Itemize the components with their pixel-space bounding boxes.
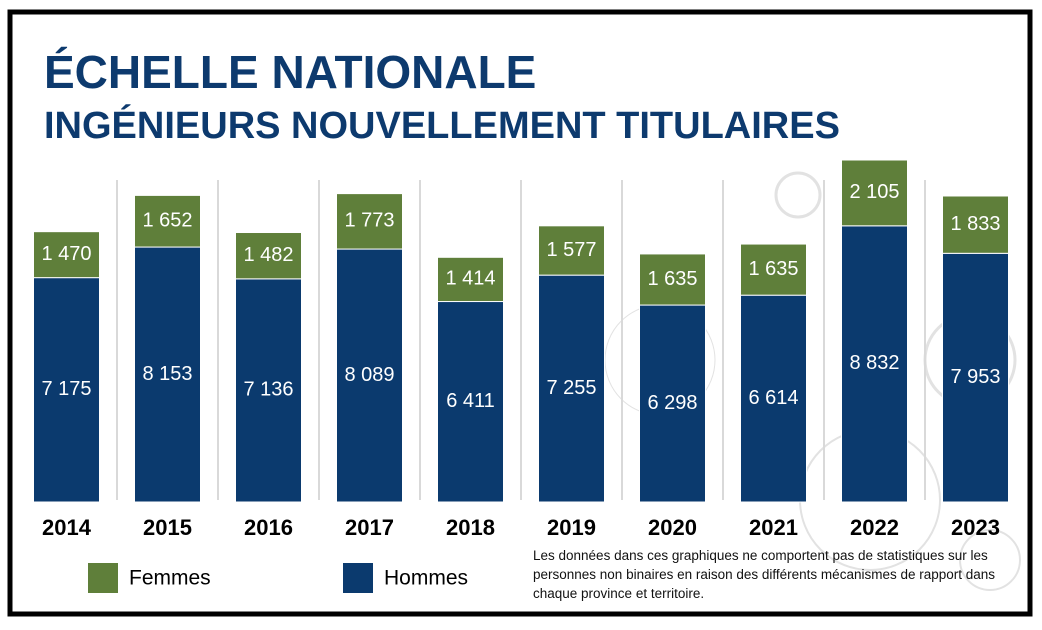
bar-segment <box>639 253 706 306</box>
value-label: 2 105 <box>849 181 899 203</box>
value-label: 1 577 <box>546 239 596 261</box>
bar-segment <box>942 195 1009 254</box>
bar-segment <box>336 193 403 250</box>
bar-segment <box>538 274 605 503</box>
x-tick-label: 2016 <box>244 515 293 540</box>
value-label: 8 832 <box>849 352 899 374</box>
legend-swatch <box>88 563 118 593</box>
value-label: 6 411 <box>446 390 495 412</box>
value-label: 1 773 <box>344 210 394 232</box>
bar-segment <box>942 252 1009 503</box>
value-label: 1 470 <box>41 243 91 265</box>
legend-label: Hommes <box>384 567 468 590</box>
bar-segment <box>33 231 100 279</box>
value-label: 1 635 <box>647 268 697 290</box>
bar-segment <box>437 301 504 503</box>
bar-segment <box>134 246 201 503</box>
chart-subtitle: INGÉNIEURS NOUVELLEMENT TITULAIRES <box>44 103 840 147</box>
bar-segment <box>437 256 504 303</box>
bar-segment <box>336 248 403 503</box>
bar-segment <box>841 225 908 503</box>
value-label: 8 153 <box>142 363 192 385</box>
footnote: Les données dans ces graphiques ne compo… <box>533 548 996 601</box>
chart-title: ÉCHELLE NATIONALE <box>44 46 536 98</box>
value-label: 1 833 <box>950 213 1000 235</box>
value-label: 7 136 <box>243 379 293 401</box>
x-tick-label: 2015 <box>143 515 192 540</box>
value-label: 1 414 <box>445 268 495 290</box>
x-tick-label: 2018 <box>446 515 495 540</box>
value-label: 1 635 <box>748 258 798 280</box>
value-label: 6 298 <box>647 392 697 414</box>
bar-segment <box>33 277 100 503</box>
value-label: 8 089 <box>344 364 394 386</box>
value-label: 7 175 <box>41 378 91 400</box>
bar-segment <box>740 243 807 296</box>
x-tick-label: 2019 <box>547 515 596 540</box>
value-label: 7 255 <box>546 377 596 399</box>
x-tick-label: 2021 <box>749 515 798 540</box>
x-tick-label: 2022 <box>850 515 899 540</box>
value-label: 1 652 <box>142 210 192 232</box>
x-tick-label: 2023 <box>951 515 1000 540</box>
bar-segment <box>841 159 908 227</box>
bar-segment <box>639 304 706 503</box>
x-tick-label: 2017 <box>345 515 394 540</box>
legend-label: Femmes <box>129 567 211 590</box>
x-tick-label: 2020 <box>648 515 697 540</box>
bar-segment <box>134 194 201 248</box>
bar-segment <box>235 278 302 503</box>
value-label: 6 614 <box>748 387 798 409</box>
value-label: 1 482 <box>243 244 293 266</box>
bar-segment <box>538 225 605 276</box>
value-label: 7 953 <box>950 366 1000 388</box>
bar-segment <box>740 294 807 503</box>
legend-swatch <box>343 563 373 593</box>
bar-segment <box>235 232 302 280</box>
x-tick-label: 2014 <box>42 515 92 540</box>
